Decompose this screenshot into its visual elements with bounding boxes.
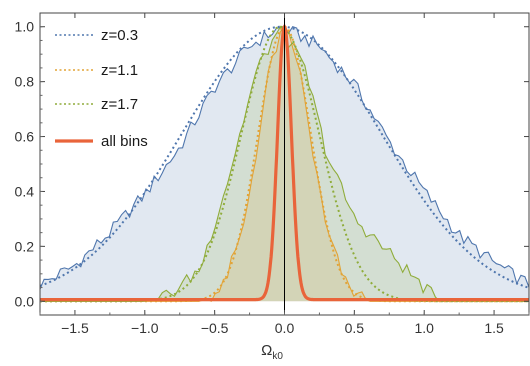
x-axis-label-main: Ω [261, 342, 272, 359]
legend: z=0.3 z=1.1 z=1.7 all bins [55, 27, 148, 150]
legend-label-all-bins: all bins [101, 133, 148, 150]
x-tick-label: 1.0 [414, 320, 434, 336]
x-tick-label: −0.5 [201, 320, 229, 336]
legend-label-z-0-3: z=0.3 [101, 27, 138, 44]
y-tick-label: 1.0 [15, 19, 35, 35]
x-axis-label-subscript: k0 [272, 351, 283, 362]
plot-area [40, 13, 529, 315]
y-tick-label: 0.2 [15, 238, 35, 254]
y-tick-label: 0.8 [15, 74, 35, 90]
x-tick-label: −1.0 [131, 320, 159, 336]
y-tick-label: 0.6 [15, 129, 35, 145]
x-tick-label: 1.5 [484, 320, 504, 336]
y-tick-label: 0.4 [15, 183, 35, 199]
x-axis-label: Ωk0 [261, 342, 283, 362]
legend-label-z-1-7: z=1.7 [101, 96, 138, 113]
x-tick-label: 0.5 [345, 320, 365, 336]
x-tick-label: 0.0 [275, 320, 295, 336]
y-tick-label: 0.0 [15, 293, 35, 309]
legend-label-z-1-1: z=1.1 [101, 62, 138, 79]
x-tick-label: −1.5 [61, 320, 89, 336]
axis-ticks: −1.5 −1.0 −0.5 0.0 0.5 1.0 1.5 0.0 0.2 0.4 0.6 0.8 1… [15, 13, 530, 336]
